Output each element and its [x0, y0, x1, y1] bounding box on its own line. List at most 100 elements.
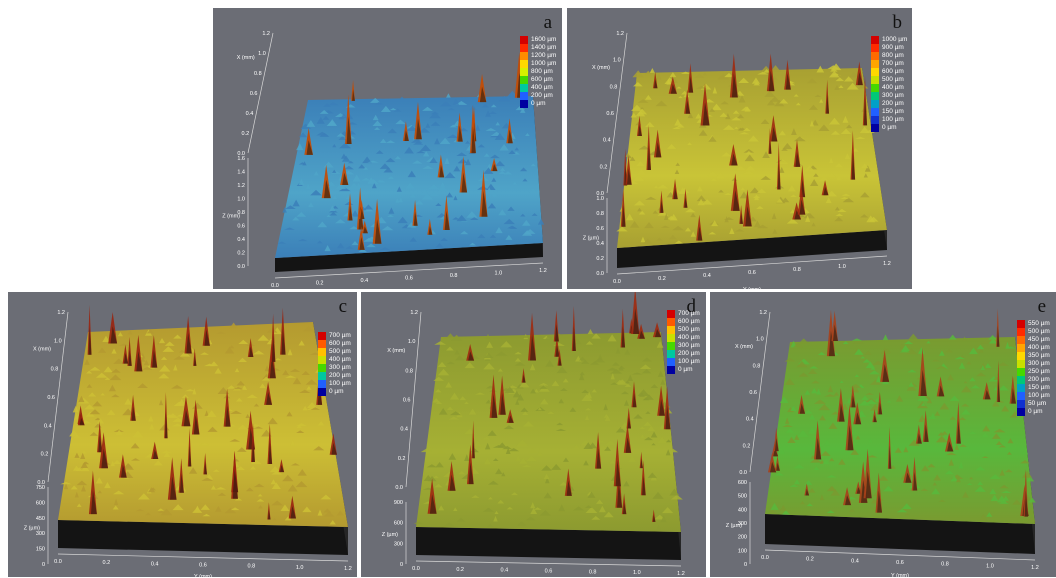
legend-entry: 200 µm	[318, 372, 351, 380]
x-axis-line	[47, 311, 69, 483]
legend-swatch	[318, 364, 326, 372]
y-axis-line	[415, 560, 682, 567]
legend-label: 900 µm	[882, 44, 904, 51]
legend-swatch	[667, 366, 675, 374]
legend-label: 200 µm	[531, 92, 553, 99]
legend-label: 100 µm	[882, 116, 904, 123]
legend-swatch	[871, 36, 879, 44]
legend-entry: 400 µm	[520, 84, 556, 92]
x-tick-label: 1.0	[54, 338, 62, 344]
legend-entry: 400 µm	[667, 334, 700, 342]
y-tick-label: 0.2	[658, 276, 666, 282]
surface-spikes	[427, 292, 671, 522]
surface-spikes	[304, 52, 524, 250]
legend-label: 300 µm	[882, 92, 904, 99]
legend-entry: 600 µm	[520, 76, 556, 84]
x-tick-label: 1.2	[759, 310, 767, 316]
legend-swatch	[520, 84, 528, 92]
x-tick-label: 1.2	[262, 31, 270, 37]
x-axis-label: X (mm)	[592, 65, 610, 71]
legend-swatch	[520, 76, 528, 84]
y-tick-label: 1.0	[296, 565, 304, 571]
z-tick-label: 750	[36, 485, 45, 491]
z-axis-label: Z (µm)	[382, 532, 398, 538]
z-tick-label: 0	[400, 562, 403, 568]
z-tick-label: 0.0	[237, 264, 245, 270]
slab-front-face	[416, 527, 681, 560]
x-tick-label: 0.8	[753, 363, 761, 369]
surface-spikes	[767, 308, 1029, 517]
x-tick-label: 0.6	[250, 91, 258, 97]
legend-swatch	[520, 68, 528, 76]
x-tick-label: 0.2	[41, 452, 49, 458]
x-axis-line	[749, 311, 771, 473]
y-tick-label: 0.8	[248, 564, 256, 570]
legend-label: 600 µm	[531, 76, 553, 83]
legend-entry: 0 µm	[520, 100, 556, 108]
y-tick-label: 1.2	[344, 566, 352, 572]
z-tick-label: 600	[738, 480, 747, 486]
x-tick-label: 1.0	[258, 51, 266, 57]
legend-entry: 1600 µm	[520, 36, 556, 44]
x-tick-label: 0.2	[743, 443, 751, 449]
legend-swatch	[871, 124, 879, 132]
panel-letter: b	[892, 12, 903, 33]
legend-label: 150 µm	[882, 108, 904, 115]
y-tick-label: 1.2	[1031, 565, 1039, 571]
x-tick-label: 0.6	[47, 395, 55, 401]
legend-entry: 400 µm	[1017, 344, 1050, 352]
z-tick-label: 0.8	[237, 210, 245, 216]
surface-svg: 1.21.00.80.60.40.20.0X (mm)1.00.80.60.40…	[567, 8, 912, 289]
legend-label: 150 µm	[1028, 384, 1050, 391]
legend-label: 550 µm	[1028, 320, 1050, 327]
z-tick-label: 0.0	[596, 271, 604, 277]
legend-entry: 600 µm	[667, 318, 700, 326]
legend-entry: 300 µm	[871, 92, 907, 100]
legend-entry: 100 µm	[1017, 392, 1050, 400]
x-axis-line	[405, 311, 422, 488]
y-tick-label: 0.8	[941, 562, 949, 568]
legend-entry: 300 µm	[318, 364, 351, 372]
legend-swatch	[520, 100, 528, 108]
legend-swatch	[318, 388, 326, 396]
x-tick-label: 1.2	[616, 31, 624, 37]
z-axis-label: Z (µm)	[24, 525, 40, 531]
legend-swatch	[318, 348, 326, 356]
y-axis-label: Y (mm)	[194, 574, 212, 577]
z-tick-label: 450	[36, 516, 45, 522]
x-tick-label: 0.4	[603, 138, 611, 144]
legend-entry: 0 µm	[871, 124, 907, 132]
legend-label: 600 µm	[329, 340, 351, 347]
legend-label: 100 µm	[329, 380, 351, 387]
legend-label: 350 µm	[1028, 352, 1050, 359]
y-tick-label: 0.2	[316, 281, 324, 287]
slab-front-face	[617, 230, 887, 268]
color-legend: 1000 µm 900 µm 800 µm 700 µm 600 µm 500 µm 400…	[871, 36, 907, 132]
legend-swatch	[667, 358, 675, 366]
z-tick-label: 1.2	[237, 183, 245, 189]
slab-front-face	[58, 520, 348, 555]
z-tick-label: 0.6	[237, 224, 245, 230]
legend-label: 300 µm	[678, 342, 700, 349]
legend-label: 500 µm	[1028, 328, 1050, 335]
legend-swatch	[871, 52, 879, 60]
legend-swatch	[667, 310, 675, 318]
legend-label: 0 µm	[678, 366, 693, 373]
legend-label: 0 µm	[1028, 408, 1043, 415]
y-tick-label: 0.8	[450, 273, 458, 279]
color-legend: 550 µm 500 µm 450 µm 400 µm 350 µm 300 µm 250 …	[1017, 320, 1050, 416]
legend-swatch	[318, 332, 326, 340]
y-axis-line	[764, 549, 1036, 561]
legend-swatch	[318, 356, 326, 364]
y-tick-label: 0.2	[806, 557, 814, 563]
legend-entry: 200 µm	[667, 350, 700, 358]
x-tick-label: 0.8	[405, 368, 413, 374]
y-tick-label: 0.6	[545, 569, 553, 575]
legend-label: 600 µm	[882, 68, 904, 75]
z-tick-label: 300	[394, 541, 403, 547]
legend-label: 50 µm	[1028, 400, 1047, 407]
x-tick-label: 0.2	[600, 164, 608, 170]
x-tick-label: 0.0	[237, 151, 245, 157]
x-tick-label: 1.0	[613, 58, 621, 64]
legend-swatch	[1017, 320, 1025, 328]
